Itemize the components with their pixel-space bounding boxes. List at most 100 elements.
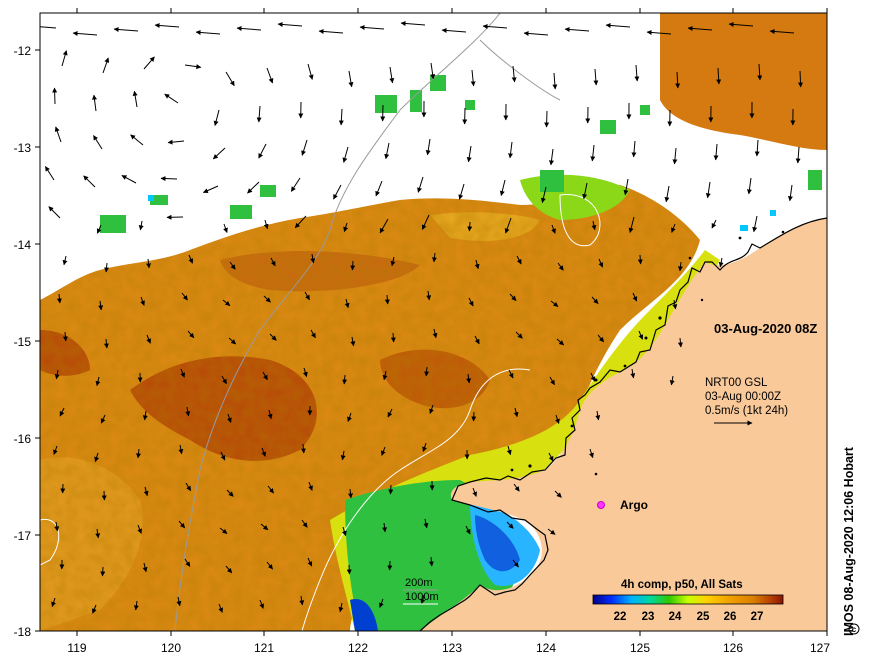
current-arrow-icon <box>672 299 678 310</box>
current-arrow-icon <box>340 450 346 461</box>
current-arrow-icon <box>441 27 467 33</box>
current-arrow-icon <box>95 528 101 539</box>
current-arrow-icon <box>184 558 191 567</box>
y-axis <box>35 49 40 632</box>
colorbar-tick: 26 <box>724 611 737 623</box>
argo-float-icon <box>597 501 605 509</box>
credit-label: IMOS 08-Aug-2020 12:06 Hobart <box>842 447 856 636</box>
y-tick-label: -14 <box>14 238 32 252</box>
current-arrow-icon <box>591 296 599 304</box>
current-arrow-icon <box>382 522 388 533</box>
current-arrow-icon <box>350 336 356 347</box>
current-arrow-icon <box>146 334 152 344</box>
current-arrow-icon <box>121 175 137 184</box>
contour-legend-1000m: 1000m <box>405 591 439 603</box>
current-arrow-icon <box>554 490 562 498</box>
current-arrow-icon <box>92 94 97 112</box>
current-arrow-icon <box>266 67 274 84</box>
current-arrow-icon <box>218 603 223 613</box>
current-arrow-icon <box>384 294 390 305</box>
current-arrow-icon <box>104 262 110 273</box>
current-arrow-icon <box>470 69 476 87</box>
current-arrow-icon <box>262 371 268 381</box>
current-arrow-icon <box>301 519 308 528</box>
current-arrow-icon <box>304 291 310 301</box>
current-arrow-icon <box>130 134 144 146</box>
current-arrow-icon <box>798 70 804 88</box>
current-arrow-icon <box>44 166 55 181</box>
current-arrow-icon <box>48 206 61 219</box>
current-arrow-icon <box>259 599 264 609</box>
current-arrow-icon <box>769 28 795 34</box>
current-arrow-icon <box>185 482 192 492</box>
current-arrow-icon <box>227 413 232 423</box>
sst-colorbar: 4h comp, p50, All Sats 22 23 24 25 26 27 <box>592 579 784 623</box>
current-arrow-icon <box>220 451 226 461</box>
current-arrow-icon <box>428 556 434 567</box>
current-arrow-icon <box>379 598 384 608</box>
current-arrow-icon <box>551 224 556 234</box>
current-arrow-icon <box>52 87 58 105</box>
current-arrow-icon <box>638 330 644 340</box>
x-tick-label: 127 <box>810 641 830 655</box>
current-arrow-icon <box>628 216 635 233</box>
current-arrow-icon <box>294 215 307 229</box>
current-arrow-icon <box>630 368 636 379</box>
current-arrow-icon <box>482 23 508 29</box>
current-arrow-icon <box>632 292 638 302</box>
x-tick-label: 125 <box>630 641 650 655</box>
current-arrow-icon <box>54 369 60 380</box>
current-arrow-icon <box>390 332 396 343</box>
current-arrow-icon <box>103 338 109 349</box>
y-tick-label: -15 <box>14 335 32 349</box>
current-arrow-icon <box>307 63 314 80</box>
current-arrow-icon <box>83 175 96 188</box>
current-arrow-icon <box>499 179 506 196</box>
current-arrow-icon <box>113 26 139 32</box>
current-arrow-icon <box>637 254 643 265</box>
current-arrow-icon <box>338 602 344 613</box>
current-arrow-icon <box>62 255 68 266</box>
current-arrow-icon <box>523 30 549 36</box>
current-arrow-icon <box>310 253 316 264</box>
current-arrow-icon <box>61 50 68 67</box>
current-arrow-icon <box>40 26 57 29</box>
coastal-islands <box>510 230 785 476</box>
current-arrow-icon <box>547 528 556 535</box>
current-arrow-icon <box>225 71 235 87</box>
current-arrow-icon <box>597 334 605 343</box>
current-arrow-icon <box>267 485 274 494</box>
current-arrow-icon <box>301 139 308 156</box>
current-arrow-icon <box>102 57 110 74</box>
x-tick-label: 122 <box>348 641 368 655</box>
current-arrow-icon <box>180 368 186 378</box>
x-axis <box>76 8 828 636</box>
current-arrow-icon <box>187 330 195 339</box>
current-arrow-icon <box>424 366 430 377</box>
current-arrow-icon <box>348 70 354 88</box>
colorbar-title: 4h comp, p50, All Sats <box>621 579 743 591</box>
current-arrow-icon <box>142 562 148 573</box>
current-arrow-icon <box>672 147 678 165</box>
current-arrow-icon <box>221 375 227 385</box>
current-arrow-icon <box>247 181 260 194</box>
current-arrow-icon <box>388 484 394 495</box>
current-arrow-icon <box>56 293 62 304</box>
current-arrow-icon <box>384 142 390 160</box>
current-time-label: 03-Aug 00:00Z <box>705 391 781 403</box>
x-tick-label: 126 <box>723 641 743 655</box>
current-arrow-icon <box>164 93 179 104</box>
current-arrow-icon <box>181 292 188 301</box>
current-arrow-icon <box>226 489 234 497</box>
current-arrow-icon <box>757 63 763 81</box>
surface-current-vectors <box>40 20 804 614</box>
current-arrow-icon <box>219 527 228 534</box>
current-arrow-icon <box>138 220 144 231</box>
current-arrow-icon <box>382 370 388 381</box>
current-arrow-icon <box>465 525 471 535</box>
current-arrow-icon <box>348 488 353 499</box>
current-arrow-icon <box>677 337 683 348</box>
current-arrow-icon <box>228 337 237 345</box>
current-arrow-icon <box>669 375 675 386</box>
